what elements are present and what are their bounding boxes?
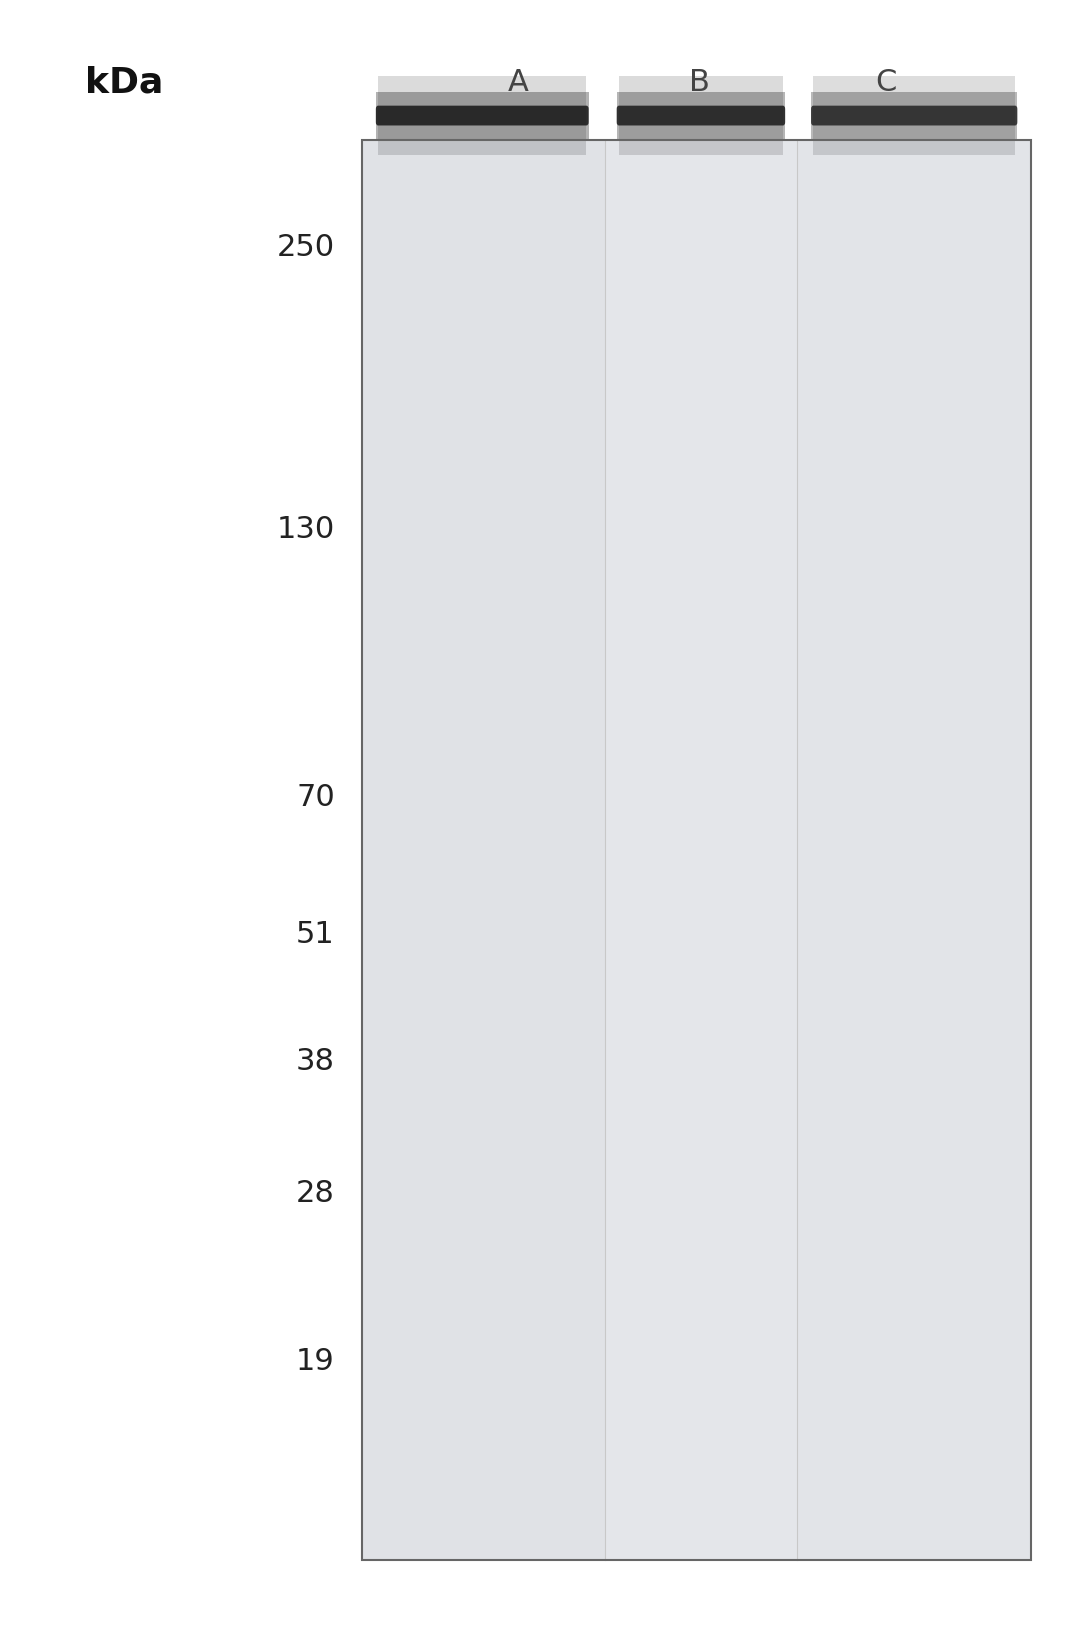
Text: 250: 250 <box>276 233 335 261</box>
Bar <box>617 92 785 139</box>
Bar <box>813 76 1015 155</box>
FancyBboxPatch shape <box>376 106 589 125</box>
Text: C: C <box>875 68 896 97</box>
Bar <box>378 76 586 155</box>
Bar <box>619 76 783 155</box>
Bar <box>376 92 589 139</box>
Text: B: B <box>689 68 711 97</box>
FancyBboxPatch shape <box>617 106 785 125</box>
Bar <box>362 140 605 1560</box>
Text: 51: 51 <box>296 920 335 949</box>
Text: 19: 19 <box>296 1347 335 1375</box>
Bar <box>362 140 1031 1560</box>
Text: 70: 70 <box>296 783 335 812</box>
Text: 38: 38 <box>296 1047 335 1076</box>
Text: 28: 28 <box>296 1179 335 1209</box>
Text: kDa: kDa <box>85 66 163 99</box>
Bar <box>605 140 797 1560</box>
Bar <box>797 140 1031 1560</box>
Text: A: A <box>508 68 529 97</box>
Text: 130: 130 <box>276 515 335 545</box>
FancyBboxPatch shape <box>811 106 1017 125</box>
Bar <box>811 92 1017 139</box>
